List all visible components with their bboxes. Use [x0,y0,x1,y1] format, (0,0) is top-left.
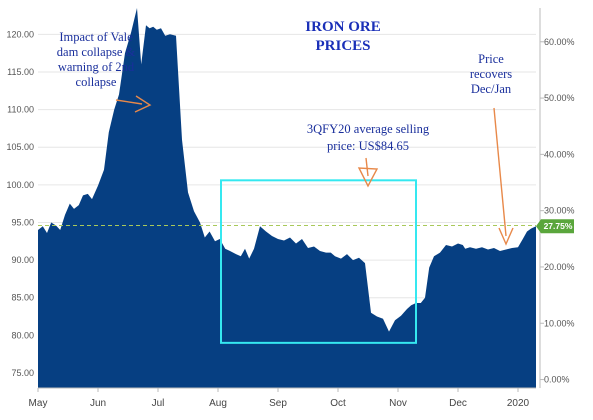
y-tick-label: 80.00 [11,330,34,340]
annotation-arrows [115,95,514,246]
badge-shape [536,219,574,234]
annotation-line: warning of 2nd [58,60,135,74]
arrow-vale-shaft [115,99,143,105]
arrow-recover-shaft [493,107,507,237]
y-tick-label: 95.00 [11,217,34,227]
chart-title-line: IRON ORE [305,19,380,35]
y-right-tick-label: 10.00% [544,318,575,328]
annotation-line: price: US$84.65 [327,139,409,153]
x-tick-label: Oct [330,398,346,409]
x-tick-label: Nov [389,398,407,409]
y-tick-label: 105.00 [6,142,34,152]
annotation-line: recovers [470,67,512,81]
highlight-box-3qfy20 [220,179,417,344]
annotation-text: 3QFY20 average selling price: US$84.65 [307,122,430,153]
y-tick-label: 75.00 [11,368,34,378]
current-value-badge: 27.75% [536,219,574,234]
annotations: Impact of Vale dam collapse & warning of 2… [57,30,513,153]
y-right-tick-label: 60.00% [544,37,575,47]
x-axis: May Jun Jul Aug Sep Oct Nov Dec 2020 [29,387,536,409]
x-tick-label: 2020 [507,398,530,409]
arrow-asp-head [357,167,379,188]
x-tick-label: Jun [90,398,106,409]
y-right-tick-label: 40.00% [544,149,575,159]
y-axis-right: 0.00% 10.00% 20.00% 30.00% 40.00% 50.00% 60.00… [539,8,575,388]
x-tick-label: May [29,398,48,409]
x-tick-label: Dec [449,398,467,409]
y-right-tick-label: 30.00% [544,206,575,216]
y-tick-label: 115.00 [7,67,34,77]
x-tick-label: Jul [152,398,165,409]
y-tick-label: 120.00 [6,29,34,39]
y-right-tick-label: 20.00% [544,262,575,272]
annotation-line: Dec/Jan [471,82,512,96]
y-right-tick-label: 50.00% [544,93,575,103]
chart-title-line: PRICES [315,38,370,54]
x-tick-label: Sep [269,398,287,409]
x-tick-label: Aug [209,398,227,409]
y-right-tick-label: 0.00% [544,375,570,385]
y-tick-label: 85.00 [11,293,34,303]
annotation-text: Price recovers Dec/Jan [470,52,512,96]
annotation-line: dam collapse & [57,45,136,59]
arrow-recover-head [498,227,514,246]
arrow-asp-shaft [365,157,369,177]
annotation-line: Impact of Vale [59,30,133,44]
badge-label: 27.75% [544,221,573,231]
chart-title: IRON ORE PRICES [305,19,380,54]
annotation-line: collapse [76,75,117,89]
arrow-vale-head [134,95,152,113]
price-area-series [38,8,536,388]
y-tick-label: 110.00 [7,105,34,115]
y-tick-label: 90.00 [11,255,34,265]
annotation-text: Impact of Vale dam collapse & warning of 2… [57,30,136,89]
annotation-line: 3QFY20 average selling [307,122,430,136]
y-tick-label: 100.00 [6,180,34,190]
annotation-line: Price [478,52,504,66]
y-axis-left: 75.00 80.00 85.00 90.00 95.00 100.00 105.00 110… [6,29,34,378]
